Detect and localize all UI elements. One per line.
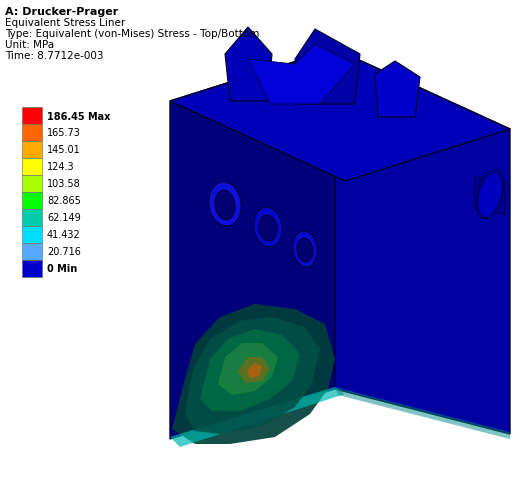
Text: A: Drucker-Prager: A: Drucker-Prager [5,7,118,17]
Ellipse shape [297,239,313,262]
Bar [22,176,42,193]
Ellipse shape [209,183,241,227]
Polygon shape [475,178,505,214]
Text: 103.58: 103.58 [47,179,81,189]
Polygon shape [335,387,510,439]
Polygon shape [170,50,335,439]
Ellipse shape [477,170,503,219]
Text: 20.716: 20.716 [47,247,81,257]
Polygon shape [375,62,420,118]
Text: 165.73: 165.73 [47,128,81,138]
Polygon shape [238,357,270,383]
Ellipse shape [259,215,277,242]
Text: 186.45 Max: 186.45 Max [47,111,111,121]
Text: 62.149: 62.149 [47,213,81,223]
Text: 41.432: 41.432 [47,230,81,240]
Text: 82.865: 82.865 [47,196,81,206]
Polygon shape [218,343,278,395]
Bar [22,125,42,142]
Bar [22,227,42,243]
Polygon shape [248,45,355,105]
Bar [22,243,42,260]
Bar [22,260,42,277]
Bar [22,108,42,125]
Polygon shape [172,304,335,444]
Polygon shape [170,50,510,182]
Text: Time: 8.7712e-003: Time: 8.7712e-003 [5,51,104,61]
Bar [22,193,42,210]
Polygon shape [200,329,300,411]
Polygon shape [225,28,272,102]
Bar [22,210,42,227]
Polygon shape [170,387,345,447]
Text: 0 Min: 0 Min [47,264,77,274]
Text: 145.01: 145.01 [47,145,81,155]
Polygon shape [335,50,510,434]
Ellipse shape [254,208,282,247]
Ellipse shape [478,173,502,218]
Bar [22,159,42,176]
Text: 124.3: 124.3 [47,162,75,172]
Polygon shape [185,318,320,434]
Bar [22,142,42,159]
Text: Type: Equivalent (von-Mises) Stress - Top/Bottom: Type: Equivalent (von-Mises) Stress - To… [5,29,259,39]
Ellipse shape [215,191,235,221]
Text: Unit: MPa: Unit: MPa [5,40,54,50]
Text: Equivalent Stress Liner: Equivalent Stress Liner [5,18,125,28]
Polygon shape [295,30,360,105]
Polygon shape [247,363,262,378]
Ellipse shape [293,232,317,267]
